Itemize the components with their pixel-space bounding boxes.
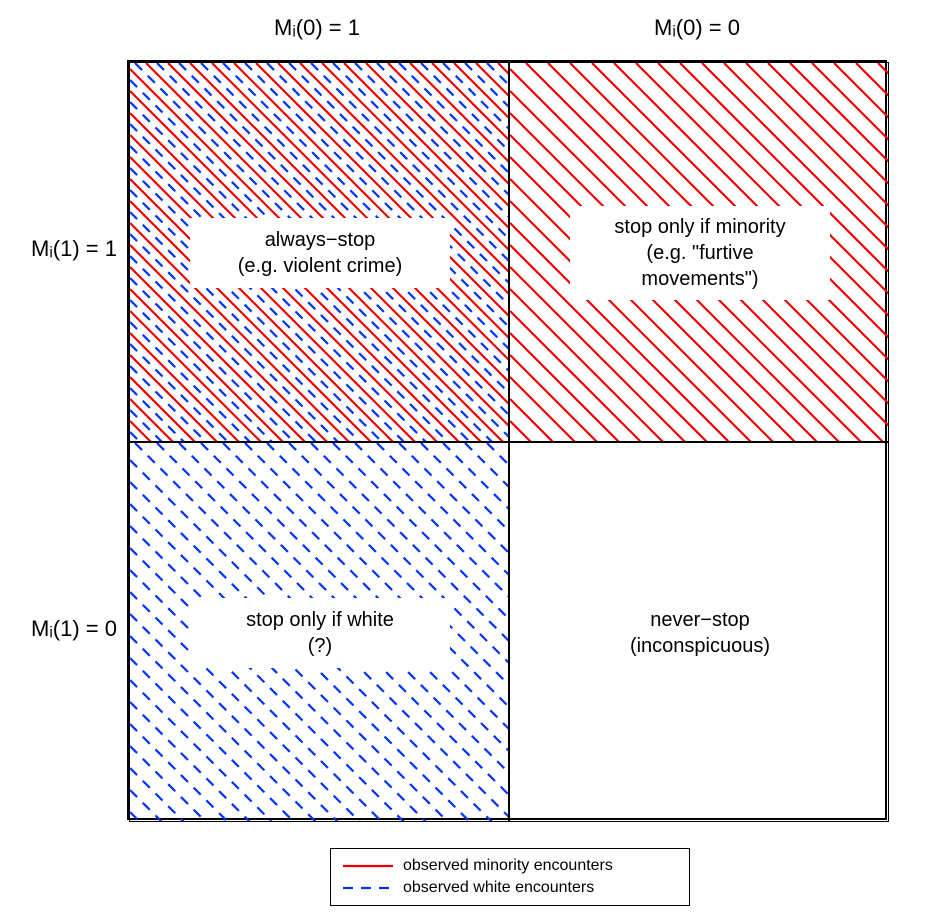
legend-item: observed minority encounters <box>343 855 677 877</box>
legend-label: observed white encounters <box>403 879 594 897</box>
cell-label-line: (inconspicuous) <box>630 633 770 659</box>
legend: observed minority encounters observed whi… <box>330 848 690 906</box>
legend-swatch-icon <box>343 878 393 898</box>
cell-label-line: (e.g. "furtive <box>646 240 753 266</box>
row-header-m1_1: Mᵢ(1) = 1 <box>0 236 117 262</box>
cell-label-line: never−stop <box>650 607 750 633</box>
cell-label-r1-c0: stop only if white(?) <box>190 598 450 668</box>
cell-r1-c0: stop only if white(?) <box>129 442 509 822</box>
cell-label-line: movements") <box>641 266 758 292</box>
row-header-m1_0: Mᵢ(1) = 0 <box>0 616 117 642</box>
cell-label-line: stop only if minority <box>614 214 785 240</box>
legend-swatch-icon <box>343 856 393 876</box>
cell-r1-c1: never−stop(inconspicuous) <box>509 442 889 822</box>
column-header-m0_0: Mᵢ(0) = 0 <box>597 15 797 41</box>
legend-item: observed white encounters <box>343 877 677 899</box>
column-header-m0_1: Mᵢ(0) = 1 <box>217 15 417 41</box>
cell-label-line: always−stop <box>265 227 376 253</box>
diagram-container: Mᵢ(0) = 1 Mᵢ(0) = 0 Mᵢ(1) = 1 Mᵢ(1) = 0 alwa… <box>0 0 934 920</box>
cell-label-r1-c1: never−stop(inconspicuous) <box>570 598 830 668</box>
legend-label: observed minority encounters <box>403 857 613 875</box>
cell-label-r0-c1: stop only if minority(e.g. "furtivemovem… <box>570 206 830 300</box>
cell-r0-c1: stop only if minority(e.g. "furtivemovem… <box>509 62 889 442</box>
cell-label-line: stop only if white <box>246 607 394 633</box>
cell-r0-c0: always−stop(e.g. violent crime) <box>129 62 509 442</box>
grid: always−stop(e.g. violent crime) stop only… <box>127 60 887 820</box>
cell-label-line: (?) <box>308 633 332 659</box>
cell-label-line: (e.g. violent crime) <box>238 253 403 279</box>
cell-label-r0-c0: always−stop(e.g. violent crime) <box>190 218 450 288</box>
